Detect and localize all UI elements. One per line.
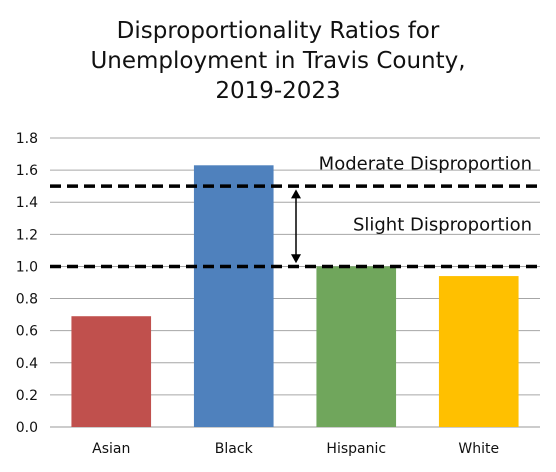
annotations: Moderate Disproportion Slight Disproporti… [291, 154, 532, 264]
arrow-head-down [291, 254, 301, 264]
bar-white [438, 276, 519, 427]
y-tick-label: 1.0 [16, 259, 38, 275]
bar-hispanic [316, 266, 397, 427]
y-tick-label: 0.8 [16, 292, 38, 308]
y-tick-label: 1.4 [16, 195, 38, 211]
reference-lines [50, 184, 540, 269]
y-tick-label: 1.8 [16, 131, 38, 147]
x-category-label: Asian [92, 441, 130, 457]
annotation-label: Moderate Disproportion [319, 154, 532, 175]
bar-black [193, 165, 274, 428]
chart-title: Disproportionality Ratios for Unemployme… [0, 16, 556, 106]
y-axis-ticks: 0.0 0.2 0.4 0.6 0.8 1.0 1.2 1.4 1.6 1.8 [16, 131, 38, 436]
chart-title-line-1: Disproportionality Ratios for [116, 18, 440, 44]
bar-asian [71, 316, 152, 427]
y-tick-label: 0.0 [16, 420, 38, 436]
x-category-label: White [458, 441, 499, 457]
chart-title-line-2: Unemployment in Travis County, [90, 48, 466, 74]
x-axis-categories: Asian Black Hispanic White [92, 441, 499, 457]
y-tick-label: 1.2 [16, 227, 38, 243]
y-tick-label: 1.6 [16, 163, 38, 179]
y-tick-label: 0.6 [16, 324, 38, 340]
x-category-label: Black [215, 441, 254, 457]
bars [71, 165, 519, 428]
arrow-head-up [291, 189, 301, 199]
x-category-label: Hispanic [326, 441, 386, 457]
y-tick-label: 0.4 [16, 356, 38, 372]
y-tick-label: 0.2 [16, 388, 38, 404]
annotation-label: Slight Disproportion [353, 215, 532, 236]
chart-title-line-3: 2019-2023 [215, 78, 341, 104]
